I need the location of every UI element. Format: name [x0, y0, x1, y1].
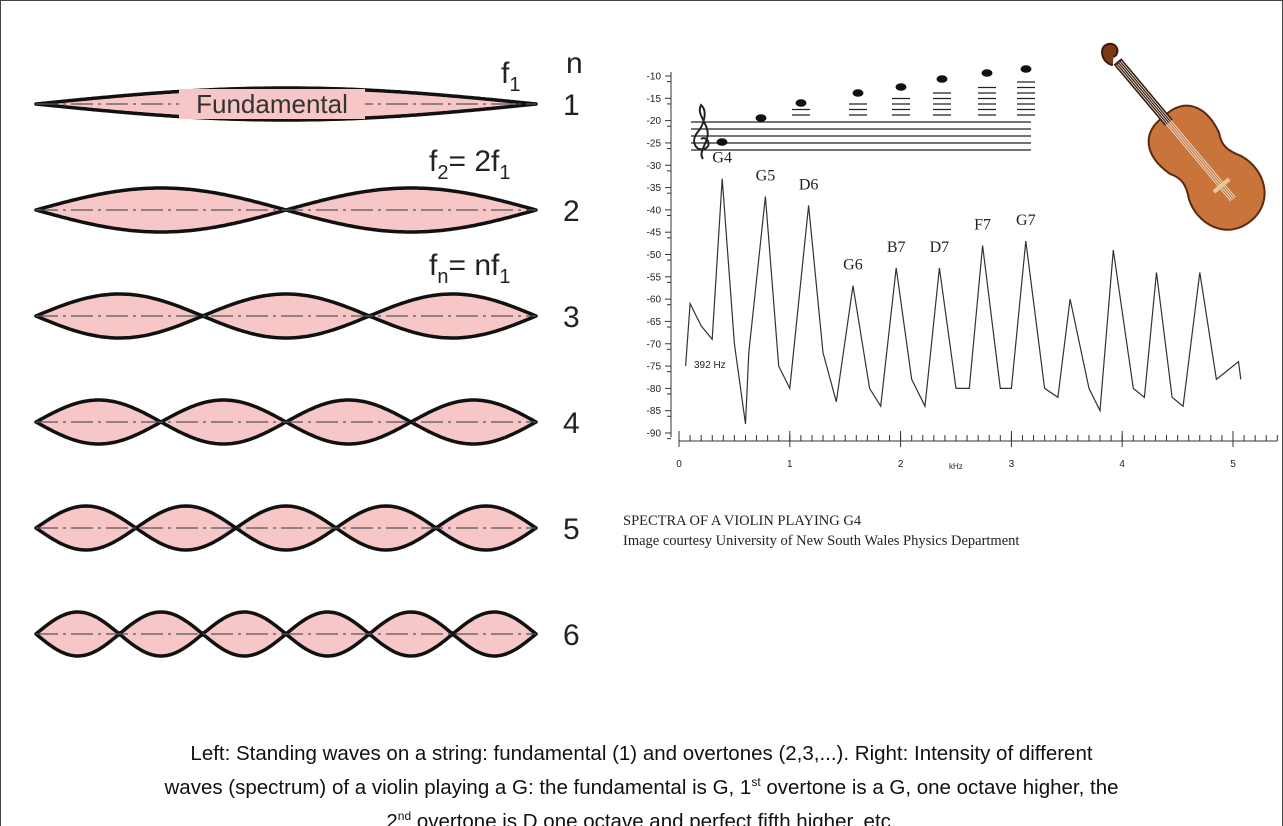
- fundamental-label: Fundamental: [196, 89, 348, 119]
- formula-part: f: [429, 145, 438, 178]
- y-tick-label: -15: [647, 94, 662, 105]
- n-header: n: [566, 47, 583, 80]
- formula-sub: 2: [437, 162, 448, 184]
- y-tick-label: -10: [647, 72, 662, 83]
- y-tick-label: -40: [647, 205, 662, 216]
- formula-sub: 1: [509, 74, 520, 96]
- x-tick-label: 3: [1009, 459, 1015, 470]
- formula-sub: 1: [499, 266, 510, 288]
- caption: Left: Standing waves on a string: fundam…: [1, 739, 1282, 826]
- note-head: [795, 99, 807, 107]
- note-label: B7: [887, 239, 906, 256]
- violin-icon: [1101, 42, 1266, 231]
- caption-text: overtone is D one octave and perfect fif…: [411, 809, 897, 826]
- caption-sup: st: [751, 775, 761, 789]
- y-tick-label: -80: [647, 384, 662, 395]
- formula-part: = 2f: [448, 145, 500, 178]
- y-tick-label: -60: [647, 295, 662, 306]
- chart-caption-credit: Image courtesy University of New South W…: [623, 533, 1019, 549]
- formula-1: f1: [501, 57, 520, 96]
- note-head: [895, 83, 907, 91]
- x-axis-label: kHz: [949, 462, 963, 471]
- y-tick-label: -65: [647, 317, 662, 328]
- formula-sub: 1: [499, 162, 510, 184]
- y-tick-label: -75: [647, 362, 662, 373]
- x-tick-label: 1: [787, 459, 793, 470]
- note-label: G6: [843, 257, 863, 274]
- y-tick-label: -25: [647, 138, 662, 149]
- y-tick-label: -35: [647, 183, 662, 194]
- caption-text: Left: Standing waves on a string: fundam…: [190, 742, 1093, 765]
- note-label: D7: [930, 239, 950, 256]
- caption-sup: nd: [397, 808, 412, 823]
- caption-line: 2nd overtone is D one octave and perfect…: [1, 802, 1282, 826]
- x-tick-label: 2: [898, 459, 904, 470]
- formula-part: f: [429, 249, 438, 282]
- mode-number: 6: [563, 619, 580, 652]
- x-tick-label: 0: [676, 459, 682, 470]
- mode-number: 3: [563, 301, 580, 334]
- note-head: [755, 114, 767, 122]
- formula-2: f2= 2f1: [429, 145, 510, 184]
- y-tick-label: -70: [647, 339, 662, 350]
- caption-text: waves (spectrum) of a violin playing a G…: [164, 775, 752, 799]
- note-head: [936, 75, 948, 83]
- note-head: [1020, 65, 1032, 73]
- mode-number: 2: [563, 195, 580, 228]
- y-tick-label: -30: [647, 161, 662, 172]
- note-head: [852, 89, 864, 97]
- annotation: 392 Hz: [694, 360, 726, 371]
- staff: [691, 103, 1031, 160]
- chart-caption-title: SPECTRA OF A VIOLIN PLAYING G4: [623, 513, 862, 529]
- y-tick-label: -55: [647, 272, 662, 283]
- caption-text: 2: [386, 809, 398, 826]
- spectrum-line: [685, 178, 1242, 425]
- formula-n: fn= nf1: [429, 249, 510, 288]
- note-label: D6: [799, 176, 819, 193]
- y-tick-label: -85: [647, 406, 662, 417]
- x-tick-label: 5: [1230, 459, 1236, 470]
- mode-number: 1: [563, 89, 580, 122]
- note-label: G7: [1016, 212, 1036, 229]
- note-head: [716, 138, 728, 146]
- y-tick-label: -45: [647, 228, 662, 239]
- mode-number: 4: [563, 407, 580, 440]
- caption-line: Left: Standing waves on a string: fundam…: [1, 739, 1282, 768]
- formula-sub: n: [437, 266, 448, 288]
- note-label: G5: [756, 167, 776, 184]
- x-tick-label: 4: [1119, 459, 1125, 470]
- y-tick-label: -90: [647, 429, 662, 440]
- label-bg: [179, 89, 365, 119]
- caption-line: waves (spectrum) of a violin playing a G…: [1, 768, 1282, 802]
- mode-number: 5: [563, 513, 580, 546]
- caption-text: overtone is a G, one octave higher, the: [760, 775, 1119, 799]
- y-tick-label: -20: [647, 116, 662, 127]
- note-glyphs: [716, 65, 1035, 146]
- note-head: [981, 69, 993, 77]
- formula-part: f: [501, 57, 510, 90]
- y-tick-label: -50: [647, 250, 662, 261]
- note-label: F7: [974, 217, 991, 234]
- formula-part: = nf: [448, 249, 500, 282]
- note-label: G4: [712, 150, 732, 167]
